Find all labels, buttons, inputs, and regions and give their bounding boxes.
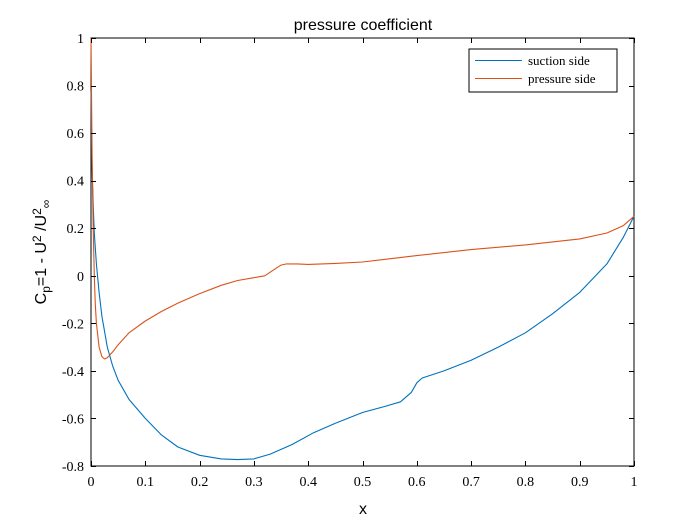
y-tick-label: 1 bbox=[77, 32, 84, 47]
plot-area bbox=[90, 37, 635, 467]
y-tick-label: -0.6 bbox=[62, 412, 84, 427]
x-tick-label: 0.1 bbox=[137, 475, 155, 490]
legend-label-suction-side: suction side bbox=[528, 53, 590, 68]
legend-label-pressure-side: pressure side bbox=[528, 71, 596, 86]
x-axis-label: x bbox=[359, 501, 367, 518]
legend-box bbox=[468, 48, 618, 93]
y-tick-label: 0.4 bbox=[67, 175, 85, 190]
x-tick-label: 0.7 bbox=[462, 475, 480, 490]
legend: suction side pressure side bbox=[468, 48, 618, 93]
axes-box bbox=[90, 37, 635, 467]
y-axis: -0.8 -0.6 -0.4 -0.2 0 0.2 0.4 0.6 0.8 1 bbox=[62, 32, 634, 475]
y-axis-label-group: Cp=1 - U2 /U2∞ bbox=[30, 200, 53, 305]
x-tick-label: 0.6 bbox=[408, 475, 426, 490]
x-tick-label: 0.4 bbox=[299, 475, 317, 490]
y-label-sq-1: 2 bbox=[30, 235, 44, 242]
y-tick-label: 0.8 bbox=[67, 80, 85, 95]
y-tick-label: 0.2 bbox=[67, 222, 85, 237]
y-tick-label: -0.4 bbox=[62, 365, 84, 380]
y-tick-label: 0.6 bbox=[67, 127, 85, 142]
series-line-pressure-side bbox=[90, 37, 635, 360]
y-label-infinity-subscript: ∞ bbox=[39, 200, 53, 209]
x-axis: 0 0.1 0.2 0.3 0.4 0.5 0.6 0.7 0.8 0.9 1 bbox=[88, 38, 638, 490]
series-layer bbox=[90, 37, 635, 461]
chart-title: pressure coefficient bbox=[294, 17, 433, 34]
x-tick-label: 0.8 bbox=[517, 475, 535, 490]
y-tick-label: -0.2 bbox=[62, 317, 84, 332]
y-tick-label: -0.8 bbox=[62, 460, 84, 475]
x-tick-label: 0.9 bbox=[571, 475, 589, 490]
y-label-c: C bbox=[33, 293, 50, 305]
x-tick-label: 0.2 bbox=[191, 475, 209, 490]
x-tick-label: 0 bbox=[88, 475, 95, 490]
x-tick-label: 1 bbox=[631, 475, 638, 490]
y-axis-label: Cp=1 - U2 /U2∞ bbox=[30, 200, 53, 305]
y-label-eq-u: =1 - U bbox=[33, 242, 50, 286]
x-tick-label: 0.3 bbox=[245, 475, 263, 490]
x-tick-label: 0.5 bbox=[354, 475, 372, 490]
y-tick-label: 0 bbox=[77, 270, 84, 285]
y-label-sq-2: 2 bbox=[30, 208, 44, 215]
y-label-p-subscript: p bbox=[39, 286, 53, 293]
series-line-suction-side bbox=[90, 90, 635, 461]
y-label-div-u: /U bbox=[33, 215, 50, 235]
